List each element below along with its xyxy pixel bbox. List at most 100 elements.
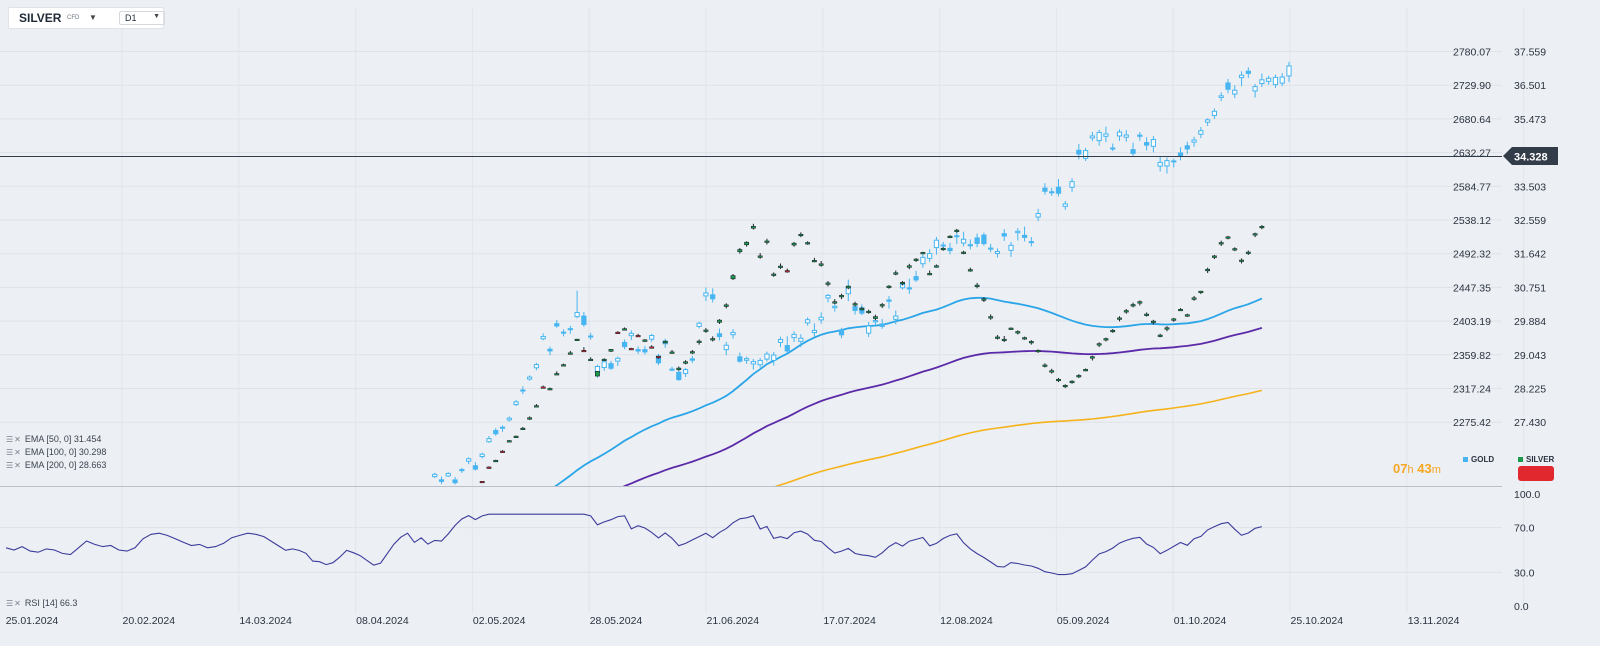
silver-candle: [744, 241, 750, 246]
legend-label: GOLD: [1471, 455, 1495, 464]
gold-candle: [1150, 139, 1157, 147]
x-tick-label: 20.02.2024: [123, 615, 176, 627]
gold-candle: [533, 364, 540, 369]
gold-candle: [771, 354, 777, 361]
gold-candle: [1171, 160, 1177, 163]
legend-silver[interactable]: SILVER: [1518, 455, 1554, 464]
menu-icon[interactable]: ☰✕: [6, 599, 22, 608]
gold-candle: [1225, 82, 1231, 90]
rsi-line: [5, 513, 1263, 576]
silver-candle: [628, 348, 634, 351]
gold-candle: [540, 336, 546, 340]
silver-candle: [920, 252, 926, 255]
silver-candle: [588, 358, 594, 362]
gold-candle: [1096, 131, 1102, 142]
menu-icon[interactable]: ☰✕: [6, 448, 22, 457]
gold-candle: [479, 453, 485, 457]
silver-candle: [683, 361, 688, 364]
silver-candle: [750, 226, 756, 229]
gold-candle: [1211, 110, 1218, 117]
gold-candle: [567, 328, 573, 331]
symbol-selector[interactable]: SILVER CFD ▼ D1 ▼: [8, 7, 165, 29]
gold-candle: [621, 341, 628, 348]
gold-candle: [818, 316, 824, 321]
countdown-hours-unit: h: [1407, 464, 1414, 476]
gold-candle: [1042, 187, 1048, 192]
gold-candle: [852, 306, 858, 311]
candle-countdown: 07h 43m: [1393, 461, 1441, 476]
silver-candle: [561, 364, 566, 367]
timeframe-selector[interactable]: D1 ▼: [119, 11, 165, 25]
silver-candle: [1062, 384, 1068, 388]
timeframe-label: D1: [125, 13, 137, 23]
silver-candle: [615, 331, 621, 334]
y-left-tick-label: 2359.82: [1453, 350, 1491, 362]
silver-candle: [845, 285, 851, 289]
silver-candle: [798, 233, 804, 237]
indicator-ema-100[interactable]: ☰✕ EMA [100, 0] 30.298: [6, 447, 106, 457]
menu-icon[interactable]: ☰✕: [6, 435, 22, 444]
gold-candle: [784, 345, 790, 352]
gold-candle: [452, 479, 458, 484]
gold-candle: [730, 331, 736, 336]
silver-candle: [940, 247, 946, 251]
silver-candle: [805, 242, 811, 245]
gold-candle: [438, 479, 445, 482]
gold-candle: [445, 472, 451, 477]
silver-candle: [540, 386, 546, 389]
chevron-down-icon: ▼: [153, 13, 160, 20]
gold-candle: [1049, 191, 1055, 194]
gold-candle: [1021, 234, 1028, 238]
gold-candle: [920, 256, 926, 265]
gold-candle: [499, 426, 506, 429]
silver-candle: [723, 304, 729, 307]
silver-candle: [642, 339, 648, 342]
silver-candle: [730, 275, 736, 280]
silver-candle: [1239, 259, 1244, 262]
indicator-rsi[interactable]: ☰✕ RSI [14] 66.3: [6, 598, 77, 608]
silver-candle: [913, 258, 919, 261]
chevron-down-icon[interactable]: ▼: [89, 13, 97, 22]
silver-candle: [1015, 331, 1021, 334]
silver-candle: [893, 272, 899, 275]
y-left-tick-label: 2632.27: [1453, 148, 1491, 160]
silver-candle: [1022, 337, 1027, 340]
gold-candle: [1205, 119, 1211, 123]
ema-200-line: [774, 389, 1263, 486]
gold-candle: [669, 368, 675, 371]
silver-candle: [662, 341, 668, 344]
indicator-label: EMA [50, 0] 31.454: [24, 434, 102, 444]
gold-candle: [940, 244, 946, 247]
gold-candle: [1238, 74, 1245, 79]
y-left-tick-label: 2729.90: [1453, 80, 1491, 92]
legend-gold[interactable]: GOLD: [1463, 455, 1494, 464]
silver-candle: [1191, 297, 1197, 300]
menu-icon[interactable]: ☰✕: [6, 461, 22, 470]
gold-candle: [1008, 244, 1014, 251]
gold-candle: [1137, 134, 1143, 137]
silver-candle: [1096, 343, 1102, 346]
silver-candle: [601, 358, 607, 362]
indicator-ema-50[interactable]: ☰✕ EMA [50, 0] 31.454: [6, 434, 101, 444]
gold-candle: [838, 329, 845, 336]
x-tick-label: 13.11.2024: [1408, 615, 1460, 627]
gold-candle: [805, 319, 811, 324]
silver-candle: [981, 298, 987, 301]
symbol-name: SILVER: [19, 11, 62, 25]
silver-candle: [1008, 327, 1014, 330]
silver-candle: [1110, 329, 1116, 333]
gold-candle: [954, 235, 960, 238]
y-left-tick-label: 2317.24: [1453, 384, 1491, 396]
gold-candle: [635, 349, 641, 352]
indicator-ema-200[interactable]: ☰✕ EMA [200, 0] 28.663: [6, 460, 106, 470]
gold-candle: [513, 401, 519, 406]
gold-candle: [1191, 139, 1197, 143]
silver-candle: [669, 351, 675, 354]
gold-candle: [947, 247, 953, 252]
gold-candle: [798, 337, 804, 342]
gold-candle: [886, 299, 892, 302]
sell-tab[interactable]: [1518, 466, 1554, 481]
gold-candle: [764, 353, 770, 360]
y-right-tick-label: 27.430: [1514, 417, 1546, 429]
